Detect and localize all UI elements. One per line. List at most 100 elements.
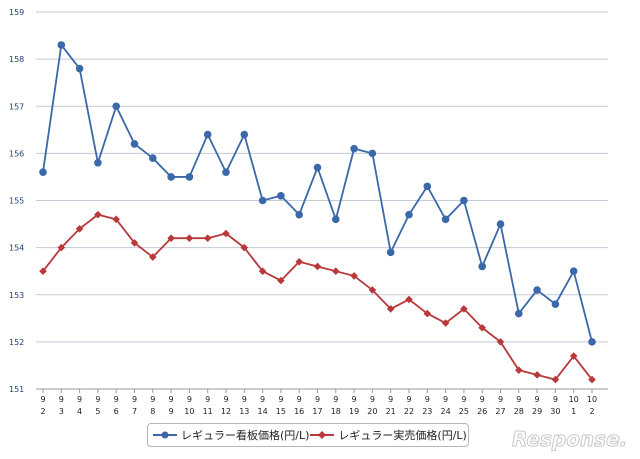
data-point	[386, 305, 395, 313]
data-point	[386, 248, 395, 257]
data-point	[39, 267, 47, 275]
legend-swatch-actual	[310, 431, 335, 439]
x-tick-month: 10	[569, 395, 579, 404]
data-point	[94, 210, 102, 219]
data-point	[460, 196, 468, 205]
x-tick-month: 9	[242, 395, 247, 404]
data-point	[368, 149, 377, 158]
data-point	[277, 191, 285, 200]
x-tick-day: 5	[95, 407, 100, 416]
data-point	[533, 286, 541, 294]
x-tick-month: 9	[516, 395, 521, 404]
data-point	[130, 140, 139, 148]
legend-label-signboard: レギュラー看板価格(円/L)	[181, 429, 310, 442]
x-tick-month: 9	[297, 395, 302, 404]
x-tick-month: 9	[260, 395, 265, 404]
data-point	[57, 243, 66, 252]
series-line-2	[42, 213, 593, 381]
x-tick-month: 9	[205, 395, 210, 404]
x-tick-month: 9	[388, 395, 393, 404]
response-logo: Response.	[512, 427, 628, 452]
data-point	[551, 375, 560, 384]
data-point	[295, 210, 304, 219]
x-tick-day: 16	[294, 407, 304, 416]
x-tick-day: 10	[184, 407, 194, 416]
x-tick-day: 19	[349, 407, 359, 416]
x-axis-ticks: 9293949596979899910911912913914915916917…	[40, 395, 597, 416]
y-tick-label: 154	[9, 244, 24, 253]
data-point	[368, 286, 377, 294]
gridlines	[36, 11, 608, 393]
x-tick-month: 9	[498, 395, 503, 404]
data-point	[460, 305, 468, 313]
legend: レギュラー看板価格(円/L) レギュラー実売価格(円/L)	[147, 423, 469, 447]
data-point	[313, 262, 322, 271]
x-tick-day: 29	[532, 407, 542, 416]
x-tick-month: 9	[352, 395, 357, 404]
x-tick-day: 15	[276, 407, 286, 416]
x-tick-day: 26	[477, 407, 487, 416]
y-tick-label: 155	[9, 197, 24, 206]
x-tick-day: 12	[221, 407, 231, 416]
data-point	[478, 323, 486, 332]
data-point	[441, 215, 450, 224]
x-tick-day: 2	[40, 407, 45, 416]
y-tick-label: 156	[9, 149, 24, 158]
data-point	[332, 267, 340, 275]
series-line-1	[42, 44, 593, 343]
data-point	[515, 309, 523, 318]
y-tick-label: 159	[9, 8, 24, 17]
data-point	[569, 267, 578, 275]
x-tick-month: 9	[59, 395, 64, 404]
data-point	[569, 352, 578, 360]
x-tick-day: 1	[571, 407, 576, 416]
data-point	[112, 215, 120, 224]
x-tick-month: 9	[535, 395, 540, 404]
x-tick-month: 9	[40, 395, 45, 404]
x-tick-day: 30	[550, 407, 560, 416]
x-tick-day: 6	[114, 407, 119, 416]
x-tick-month: 9	[278, 395, 283, 404]
data-point	[112, 102, 120, 111]
data-point	[496, 338, 505, 346]
data-point	[423, 309, 432, 318]
data-point	[149, 253, 157, 261]
svg-text:Response.: Response.	[512, 427, 627, 451]
y-tick-label: 152	[9, 338, 24, 347]
data-point	[332, 215, 340, 224]
x-tick-day: 2	[589, 407, 594, 416]
x-tick-month: 9	[114, 395, 119, 404]
x-tick-month: 9	[461, 395, 466, 404]
x-tick-month: 9	[425, 395, 430, 404]
x-tick-day: 11	[203, 407, 213, 416]
x-tick-day: 24	[441, 407, 451, 416]
x-tick-day: 27	[495, 407, 505, 416]
x-tick-day: 20	[367, 407, 377, 416]
x-tick-day: 7	[132, 407, 137, 416]
x-tick-month: 9	[333, 395, 338, 404]
data-point	[39, 168, 47, 177]
x-tick-day: 9	[169, 407, 174, 416]
legend-label-actual: レギュラー実売価格(円/L)	[338, 429, 467, 442]
data-point	[277, 276, 285, 285]
x-tick-month: 9	[132, 395, 137, 404]
data-point	[203, 234, 212, 242]
x-tick-day: 28	[514, 407, 524, 416]
x-tick-month: 9	[169, 395, 174, 404]
data-point	[130, 239, 139, 247]
legend-swatch-signboard	[153, 431, 177, 439]
data-point	[496, 220, 505, 228]
data-point	[441, 319, 450, 327]
x-tick-month: 9	[443, 395, 448, 404]
x-tick-month: 9	[315, 395, 320, 404]
y-tick-label: 151	[9, 385, 24, 394]
x-tick-month: 9	[150, 395, 155, 404]
y-tick-label: 158	[9, 55, 24, 64]
data-point	[222, 168, 230, 177]
x-tick-day: 3	[59, 407, 64, 416]
x-tick-day: 8	[150, 407, 155, 416]
y-axis-ticks: 151 152 153 154 155 156 157 158 159	[9, 8, 24, 394]
data-point	[240, 243, 249, 252]
data-point	[57, 41, 66, 49]
